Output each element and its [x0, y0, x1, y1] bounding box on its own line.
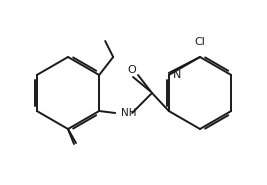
Text: O: O [128, 65, 136, 75]
Text: Cl: Cl [195, 37, 205, 47]
Text: N: N [173, 70, 181, 80]
Text: NH: NH [121, 108, 137, 118]
